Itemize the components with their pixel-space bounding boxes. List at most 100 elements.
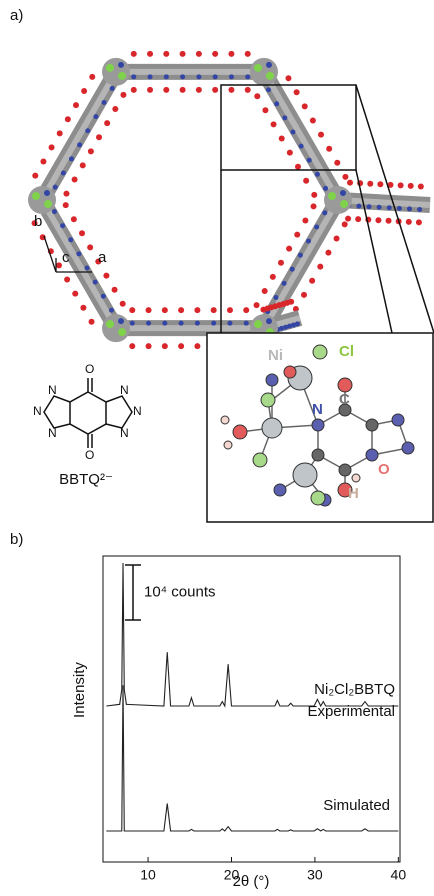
oxygen-atom (302, 217, 308, 223)
nitrogen-atom (77, 142, 82, 147)
bbtq-structure (44, 378, 132, 448)
oxygen-atom (180, 87, 186, 93)
page: a) b c a O O N N N N N N BBTQ²⁻ Ni Cl N … (0, 0, 434, 896)
chlorine-atom (118, 72, 126, 80)
atom-label: Cl (339, 343, 354, 360)
oxygen-atom (196, 51, 202, 57)
nitrogen-atom (377, 205, 382, 210)
nitrogen-atom (244, 321, 249, 326)
triazole (106, 396, 132, 428)
nitrogen-atom (148, 74, 153, 79)
nitrogen-atom (367, 204, 372, 209)
nitrogen-atom (274, 101, 279, 106)
oxygen-atom (342, 221, 348, 227)
x-tick-label: 20 (224, 867, 240, 883)
nitrogen-atom (93, 280, 98, 285)
oxygen-atom (112, 287, 118, 293)
atom (313, 345, 327, 359)
nitrogen-atom (211, 321, 216, 326)
nitrogen-atom (162, 321, 167, 326)
metal-node (324, 186, 352, 214)
oxygen-atom (163, 51, 169, 57)
oxygen-atom (103, 273, 109, 279)
atom (261, 393, 275, 407)
nitrogen-atom (131, 74, 136, 79)
metal-node (250, 58, 278, 86)
nitrogen-atom (290, 267, 295, 272)
nitrogen-atom (273, 295, 278, 300)
oxygen-atom (406, 219, 412, 225)
nitrogen-atom (85, 265, 90, 270)
compound-label: Ni₂Cl₂BBTQ (314, 681, 395, 698)
oxygen-atom (317, 264, 323, 270)
x-tick-label: 30 (307, 867, 323, 883)
nitrogen-atom (340, 190, 346, 196)
oxygen-atom (334, 160, 340, 166)
oxygen-atom (408, 183, 414, 189)
nitrogen-atom (299, 144, 304, 149)
nitrogen-atom (196, 74, 201, 79)
oxygen-atom (286, 246, 292, 252)
oxygen-atom (342, 174, 348, 180)
framework-rod (42, 72, 116, 200)
atom: O (85, 448, 94, 462)
oxygen-atom (178, 343, 184, 349)
nitrogen-atom (118, 318, 124, 324)
atom (224, 441, 232, 449)
metal-node (102, 314, 130, 342)
oxygen-atom (146, 307, 152, 313)
oxygen-atom (129, 307, 135, 313)
atom: N (120, 383, 129, 397)
atom (402, 442, 414, 454)
atom (266, 374, 278, 386)
oxygen-atom (245, 87, 251, 93)
nitrogen-atom (314, 224, 319, 229)
oxygen-atom (131, 87, 137, 93)
chlorine-atom (254, 64, 262, 72)
nitrogen-atom (110, 86, 115, 91)
oxygen-atom (81, 88, 87, 94)
oxygen-atom (398, 182, 404, 188)
chlorine-atom (328, 192, 336, 200)
oxygen-atom (64, 276, 70, 282)
oxygen-atom (178, 307, 184, 313)
atom (312, 449, 324, 461)
oxygen-atom (347, 180, 353, 186)
chlorine-atom (44, 200, 52, 208)
chlorine-atom (340, 200, 348, 208)
nitrogen-atom (164, 74, 169, 79)
oxygen-atom (32, 173, 38, 179)
oxygen-atom (72, 291, 78, 297)
oxygen-atom (89, 74, 95, 80)
atom (274, 484, 286, 496)
oxygen-atom (162, 307, 168, 313)
atom (312, 419, 324, 431)
nitrogen-atom (130, 321, 135, 326)
oxygen-atom (147, 51, 153, 57)
framework-structure (28, 51, 430, 349)
oxygen-atom (88, 148, 94, 154)
atom-label: H (348, 485, 359, 502)
nitrogen-atom (44, 190, 50, 196)
panel-label: b) (10, 531, 23, 548)
atom-label: O (378, 461, 390, 478)
atom (338, 378, 352, 392)
oxygen-atom (418, 183, 424, 189)
x-tick-label: 40 (391, 867, 407, 883)
molecule-label: BBTQ²⁻ (59, 471, 113, 488)
nitrogen-atom (229, 74, 234, 79)
atom: N (48, 426, 57, 440)
atom-label: C (339, 391, 350, 408)
figure: a) b c a O O N N N N N N BBTQ²⁻ Ni Cl N … (0, 0, 434, 891)
atom (392, 414, 404, 426)
atom (352, 474, 360, 482)
chlorine-atom (118, 328, 126, 336)
oxygen-atom (72, 177, 78, 183)
nitrogen-atom (295, 321, 300, 326)
nitrogen-atom (266, 87, 271, 92)
oxygen-atom (63, 202, 69, 208)
nitrogen-atom (69, 156, 74, 161)
metal-node (102, 58, 130, 86)
atom (339, 464, 351, 476)
oxygen-atom (303, 178, 309, 184)
